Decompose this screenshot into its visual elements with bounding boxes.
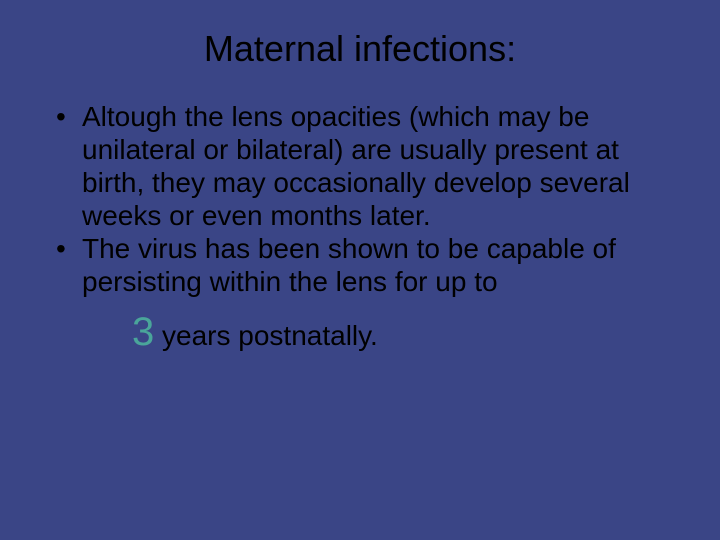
bullet-item: The virus has been shown to be capable o… [50,232,670,298]
slide-body: Altough the lens opacities (which may be… [0,100,720,356]
bullet-item: Altough the lens opacities (which may be… [50,100,670,232]
slide-title: Maternal infections: [0,0,720,100]
trailing-line: 3 years postnatally. [50,298,670,356]
slide: Maternal infections: Altough the lens op… [0,0,720,540]
trailing-text: years postnatally. [154,320,378,351]
bullet-list: Altough the lens opacities (which may be… [50,100,670,298]
emphasis-number: 3 [132,310,154,354]
